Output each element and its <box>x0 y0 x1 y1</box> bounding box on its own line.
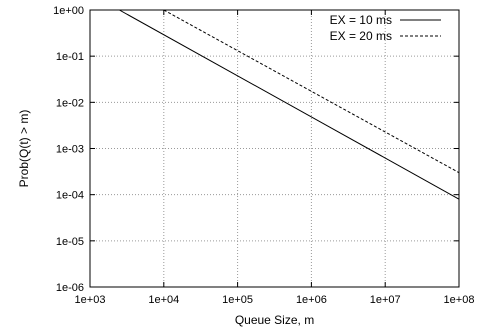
legend-label-2: EX = 20 ms <box>330 29 392 43</box>
x-tick-label: 1e+08 <box>444 294 475 306</box>
plot-frame <box>89 9 460 288</box>
series-line-1 <box>119 9 460 200</box>
x-tick-label: 1e+06 <box>296 294 327 306</box>
series-line-2 <box>163 9 460 174</box>
grid-lines <box>90 10 459 287</box>
legend-label-1: EX = 10 ms <box>330 13 392 27</box>
legend: EX = 10 ms EX = 20 ms <box>330 13 441 43</box>
y-tick-label: 1e-01 <box>56 51 84 63</box>
y-tick-label: 1e+00 <box>53 5 84 17</box>
y-tick-label: 1e-06 <box>56 282 84 294</box>
series-lines <box>119 9 460 200</box>
x-tick-label: 1e+03 <box>75 294 106 306</box>
x-tick-label: 1e+07 <box>370 294 401 306</box>
x-tick-label: 1e+04 <box>148 294 179 306</box>
x-tick-label: 1e+05 <box>222 294 253 306</box>
axis-ticks <box>89 9 460 288</box>
x-axis-label: Queue Size, m <box>235 313 314 327</box>
y-tick-label: 1e-05 <box>56 236 84 248</box>
y-tick-label: 1e-03 <box>56 144 84 156</box>
y-tick-label: 1e-02 <box>56 97 84 109</box>
y-axis-label: Prob(Q(t) > m) <box>17 110 31 188</box>
y-tick-label: 1e-04 <box>56 190 84 202</box>
axis-tick-labels: 1e+03 1e+04 1e+05 1e+06 1e+07 1e+08 1e-06 1e-05… <box>53 5 474 306</box>
